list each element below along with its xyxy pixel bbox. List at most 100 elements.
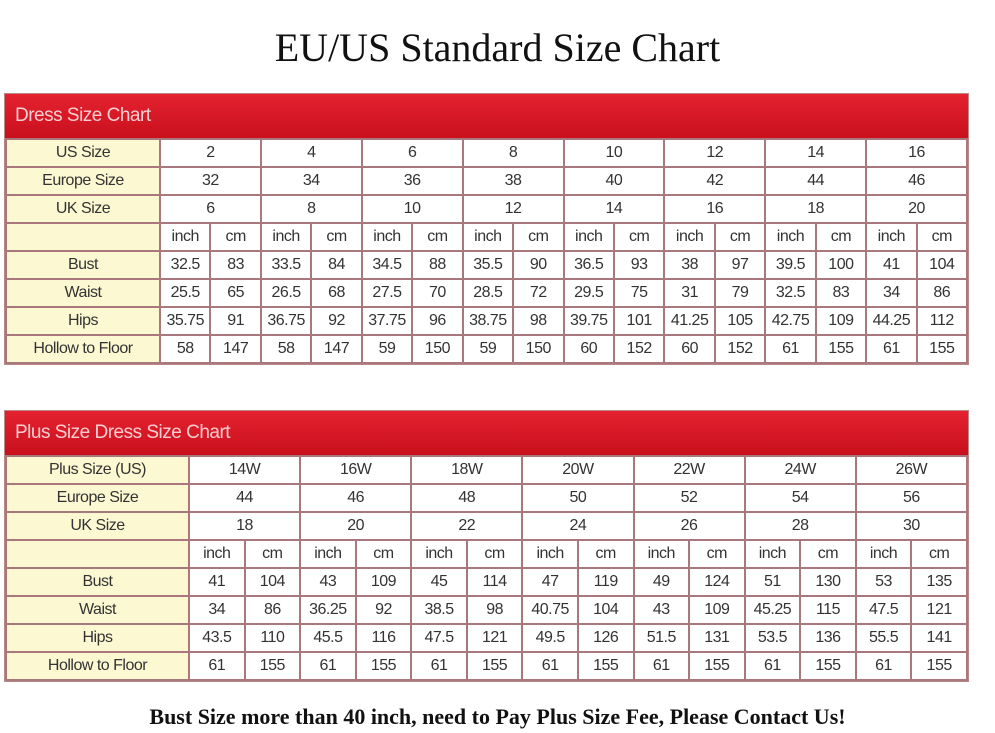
size-cell: 16: [865, 138, 968, 168]
unit-cm: cm: [688, 539, 746, 569]
measure-cell: 61: [764, 334, 817, 364]
measure-cell: 59: [360, 334, 414, 364]
size-cell: 26: [632, 511, 746, 541]
unit-cm: cm: [713, 222, 767, 252]
unit-cm: cm: [576, 539, 635, 569]
unit-inch: inch: [743, 539, 802, 569]
measure-cell: 51: [743, 567, 802, 597]
measure-row: Bust 41 104 43 109 45 114 47 119 49 124 51 130 53 135: [5, 567, 968, 597]
unit-inch: inch: [410, 539, 468, 569]
measure-cell: 109: [814, 306, 868, 336]
unit-inch: inch: [764, 222, 817, 252]
row-label: UK Size: [5, 194, 161, 224]
measure-cell: 92: [354, 595, 413, 625]
measure-cell: 61: [865, 334, 918, 364]
chart-heading: Plus Size Dress Size Chart: [5, 411, 968, 455]
measure-cell: 59: [461, 334, 515, 364]
measure-cell: 84: [310, 250, 363, 280]
measure-cell: 45.25: [743, 595, 802, 625]
size-cell: 54: [743, 483, 857, 513]
measure-cell: 114: [465, 567, 524, 597]
size-cell: 10: [562, 138, 666, 168]
measure-cell: 136: [799, 623, 857, 653]
measure-cell: 41: [865, 250, 918, 280]
measure-cell: 27.5: [360, 278, 414, 308]
measure-cell: 86: [243, 595, 302, 625]
measure-cell: 75: [612, 278, 666, 308]
measure-cell: 34.5: [360, 250, 414, 280]
row-label: Waist: [5, 595, 190, 625]
unit-inch: inch: [188, 539, 246, 569]
row-label: Europe Size: [5, 166, 161, 196]
unit-cm: cm: [512, 222, 565, 252]
size-row: US Size 2 4 6 8 10 12 14 16: [5, 138, 968, 168]
size-cell: 50: [521, 483, 635, 513]
measure-cell: 110: [243, 623, 302, 653]
row-label: US Size: [5, 138, 161, 168]
size-cell: 52: [632, 483, 746, 513]
measure-cell: 155: [465, 651, 524, 681]
size-cell: 22: [410, 511, 524, 541]
unit-row: inch cm inch cm inch cm inch cm inch cm inch cm inch…: [5, 539, 968, 569]
measure-cell: 61: [188, 651, 246, 681]
unit-row: inch cm inch cm inch cm inch cm inch cm inch cm inch…: [5, 222, 969, 252]
size-cell: 16: [663, 194, 767, 224]
measure-cell: 60: [562, 334, 615, 364]
size-cell: 28: [743, 511, 857, 541]
unit-cm: cm: [910, 539, 968, 569]
measure-cell: 26.5: [259, 278, 313, 308]
size-cell: 18: [187, 511, 302, 541]
unit-inch: inch: [158, 222, 212, 252]
measure-cell: 61: [299, 651, 357, 681]
measure-cell: 91: [209, 306, 262, 336]
row-label: [5, 539, 190, 569]
measure-cell: 141: [910, 623, 968, 653]
size-cell: 2: [159, 138, 262, 168]
measure-cell: 147: [310, 334, 363, 364]
chart-heading: Dress Size Chart: [5, 94, 968, 138]
measure-cell: 60: [663, 334, 716, 364]
unit-cm: cm: [799, 539, 857, 569]
measure-cell: 28.5: [461, 278, 515, 308]
size-cell: 20: [299, 511, 413, 541]
dress-size-chart: Dress Size Chart US Size 2 4 6 8 10 12 14 16 Euro…: [4, 93, 969, 365]
measure-row: Waist 25.5 65 26.5 68 27.5 70 28.5 72 29.5 75 31 79 3…: [5, 278, 969, 308]
measure-cell: 135: [910, 567, 968, 597]
unit-cm: cm: [310, 222, 363, 252]
size-cell: 32: [159, 166, 262, 196]
size-cell: 18W: [410, 455, 524, 485]
size-table: US Size 2 4 6 8 10 12 14 16 Europe Size 32 34 36 38 40…: [5, 138, 969, 364]
row-label: [5, 222, 161, 252]
measure-cell: 121: [910, 595, 968, 625]
unit-inch: inch: [663, 222, 716, 252]
unit-inch: inch: [461, 222, 515, 252]
size-cell: 42: [663, 166, 767, 196]
measure-cell: 61: [743, 651, 802, 681]
measure-cell: 43: [632, 595, 691, 625]
measure-cell: 130: [799, 567, 857, 597]
size-cell: 56: [854, 483, 969, 513]
measure-cell: 68: [310, 278, 363, 308]
unit-cm: cm: [465, 539, 524, 569]
measure-cell: 98: [465, 595, 524, 625]
measure-cell: 97: [713, 250, 767, 280]
measure-cell: 38: [663, 250, 716, 280]
size-cell: 46: [865, 166, 968, 196]
measure-cell: 47.5: [854, 595, 913, 625]
measure-cell: 29.5: [562, 278, 615, 308]
size-cell: 6: [159, 194, 262, 224]
size-table: Plus Size (US) 14W 16W 18W 20W 22W 24W 26W Europ…: [5, 455, 969, 681]
measure-cell: 43.5: [188, 623, 246, 653]
measure-cell: 72: [512, 278, 565, 308]
size-cell: 18: [764, 194, 868, 224]
size-cell: 46: [299, 483, 413, 513]
unit-cm: cm: [243, 539, 302, 569]
measure-cell: 32.5: [158, 250, 212, 280]
row-label: Hollow to Floor: [5, 334, 161, 364]
measure-cell: 155: [799, 651, 857, 681]
measure-cell: 152: [713, 334, 767, 364]
measure-cell: 36.5: [562, 250, 615, 280]
measure-cell: 109: [688, 595, 746, 625]
row-label: Bust: [5, 250, 161, 280]
measure-cell: 43: [299, 567, 357, 597]
